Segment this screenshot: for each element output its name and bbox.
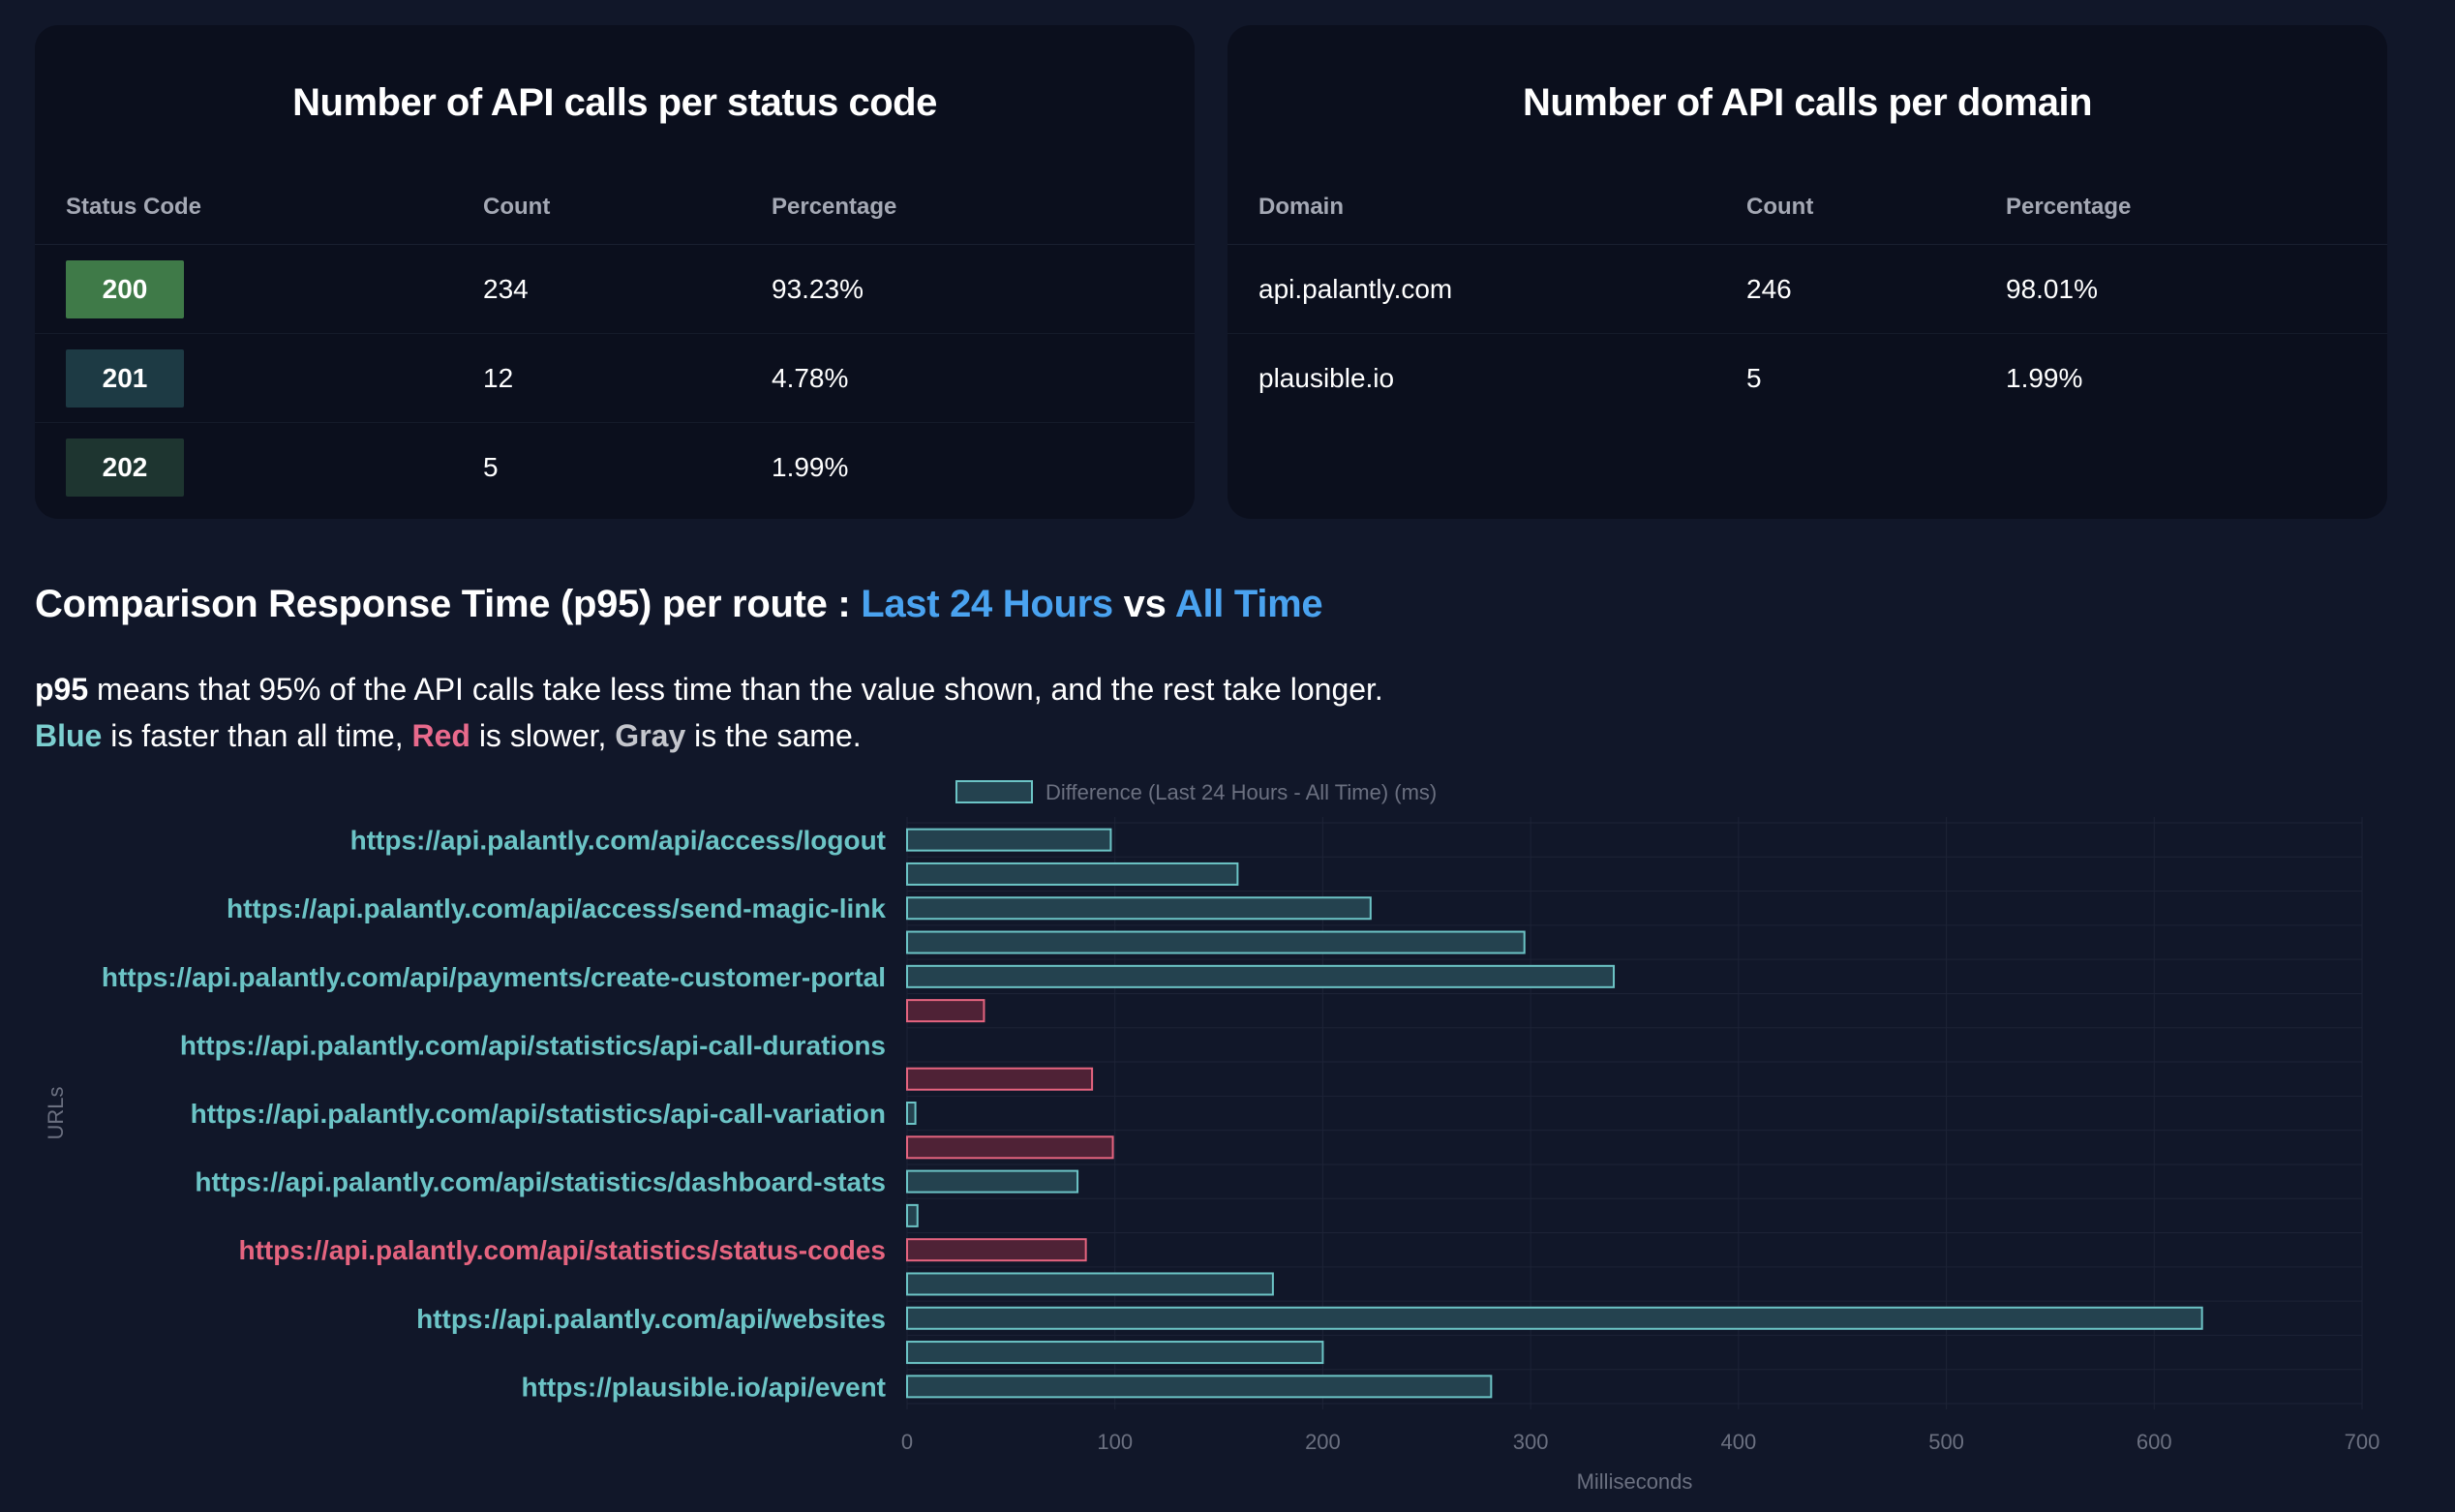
percentage-cell: 4.78%: [771, 333, 1195, 423]
bar: [906, 896, 1372, 921]
legend-swatch: [955, 780, 1033, 803]
bar: [906, 1102, 917, 1125]
last-24-hours-label: Last 24 Hours: [861, 583, 1113, 625]
column-header-count[interactable]: Count: [1745, 170, 2005, 245]
comparison-title: Comparison Response Time (p95) per route…: [35, 583, 1323, 626]
color-legend-description: Blue is faster than all time, Red is slo…: [35, 718, 862, 754]
status-badge-202: 202: [66, 438, 184, 497]
response-time-bar-chart: https://api.palantly.com/api/access/logo…: [44, 780, 2380, 1494]
x-tick-label: 700: [2345, 1430, 2380, 1454]
url-label: https://api.palantly.com/api/statistics/…: [195, 1167, 886, 1197]
status-badge-201: 201: [66, 348, 184, 408]
p95-description: p95 means that 95% of the API calls take…: [35, 672, 1383, 708]
legend-label: Difference (Last 24 Hours - All Time) (m…: [1046, 780, 1437, 804]
table-row: api.palantly.com 246 98.01%: [1228, 244, 2387, 334]
url-label: https://api.palantly.com/api/statistics/…: [238, 1235, 886, 1265]
table-row: plausible.io 5 1.99%: [1228, 334, 2387, 423]
url-label: https://api.palantly.com/api/statistics/…: [191, 1099, 886, 1129]
bar: [906, 1169, 1079, 1194]
bar: [906, 1272, 1274, 1296]
legend-text-c: is the same.: [685, 718, 862, 753]
status-code-card-title: Number of API calls per status code: [292, 81, 937, 124]
bar: [906, 862, 1239, 886]
comparison-title-prefix: Comparison Response Time (p95) per route…: [35, 583, 862, 625]
p95-explanation: means that 95% of the API calls take les…: [88, 672, 1383, 707]
table-row: 200 234 93.23%: [35, 244, 1195, 334]
url-label: https://api.palantly.com/api/statistics/…: [180, 1030, 886, 1060]
p95-term: p95: [35, 672, 89, 707]
bar: [906, 1341, 1324, 1365]
column-header-count[interactable]: Count: [482, 170, 771, 245]
bar: [906, 1238, 1087, 1262]
url-label: https://api.palantly.com/api/payments/cr…: [102, 962, 886, 992]
gray-word: Gray: [615, 718, 686, 753]
x-tick-label: 600: [2137, 1430, 2172, 1454]
bar: [906, 999, 985, 1023]
count-cell: 5: [483, 451, 499, 482]
count-cell: 12: [482, 333, 771, 423]
table-header-row: Domain Count Percentage: [1228, 170, 2387, 245]
table-header-row: Status Code Count Percentage: [35, 170, 1195, 245]
red-word: Red: [411, 718, 470, 753]
domain-cell: plausible.io: [1258, 362, 1395, 393]
y-axis-title: URLs: [44, 1086, 68, 1139]
x-axis-title: Milliseconds: [1577, 1469, 1693, 1494]
url-label: https://plausible.io/api/event: [522, 1372, 887, 1402]
bar: [906, 1067, 1094, 1091]
blue-word: Blue: [35, 718, 103, 753]
url-label: https://api.palantly.com/api/websites: [416, 1304, 886, 1334]
bar: [906, 930, 1526, 954]
percentage-cell: 93.23%: [771, 244, 1195, 334]
domain-card: Number of API calls per domain Domain Co…: [1228, 25, 2387, 519]
domain-table: Domain Count Percentage api.palantly.com…: [1228, 170, 2387, 422]
count-cell: 5: [1746, 362, 1762, 393]
table-row: 202 5 1.99%: [35, 423, 1195, 512]
count-cell: 246: [1745, 244, 2005, 334]
status-code-card: Number of API calls per status code Stat…: [35, 25, 1195, 519]
column-header-percentage[interactable]: Percentage: [771, 170, 1195, 245]
x-tick-label: 300: [1513, 1430, 1549, 1454]
bar: [906, 1306, 2203, 1330]
all-time-label: All Time: [1174, 583, 1323, 625]
percentage-cell: 1.99%: [772, 451, 849, 482]
count-cell: 234: [482, 244, 771, 334]
x-tick-label: 400: [1720, 1430, 1756, 1454]
bar: [906, 1203, 919, 1227]
percentage-cell: 1.99%: [2006, 362, 2083, 393]
x-tick-label: 0: [901, 1430, 913, 1454]
legend-text-a: is faster than all time,: [102, 718, 412, 753]
bar: [906, 1135, 1114, 1160]
column-header-percentage[interactable]: Percentage: [2005, 170, 2387, 245]
table-row: 201 12 4.78%: [35, 333, 1195, 423]
status-code-table: Status Code Count Percentage 200 234 93.…: [35, 170, 1195, 511]
bar: [906, 1375, 1493, 1399]
x-tick-label: 500: [1928, 1430, 1964, 1454]
bar: [906, 828, 1112, 852]
legend-text-b: is slower,: [470, 718, 616, 753]
percentage-cell: 98.01%: [2005, 244, 2387, 334]
column-header-status-code[interactable]: Status Code: [35, 170, 482, 245]
vs-label: vs: [1112, 583, 1175, 625]
url-label: https://api.palantly.com/api/access/send…: [227, 893, 886, 923]
x-tick-label: 200: [1305, 1430, 1341, 1454]
domain-cell: api.palantly.com: [1228, 244, 1745, 334]
bar: [906, 964, 1616, 988]
domain-card-title: Number of API calls per domain: [1522, 81, 2093, 124]
url-label: https://api.palantly.com/api/access/logo…: [350, 826, 886, 856]
x-tick-label: 100: [1097, 1430, 1133, 1454]
column-header-domain[interactable]: Domain: [1228, 170, 1745, 245]
status-badge-200: 200: [66, 259, 184, 318]
